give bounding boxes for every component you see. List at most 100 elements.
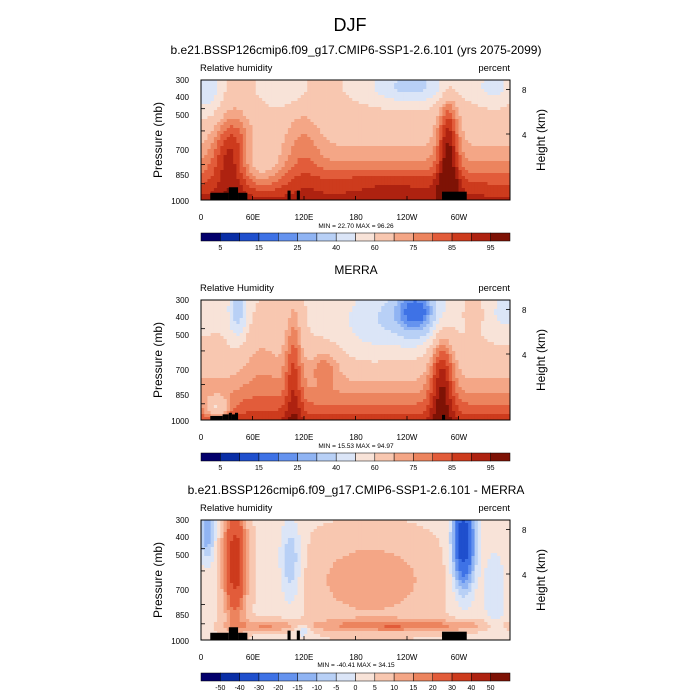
contour-cell	[358, 131, 363, 135]
contour-cell	[204, 137, 208, 141]
contour-cell	[310, 107, 315, 111]
contour-cell	[497, 191, 501, 195]
contour-cell	[300, 155, 305, 159]
contour-cell	[252, 318, 257, 322]
contour-cell	[226, 164, 231, 168]
contour-cell	[323, 303, 327, 307]
contour-cell	[262, 176, 266, 180]
contour-cell	[426, 140, 430, 144]
contour-cell	[384, 98, 389, 102]
contour-cell	[381, 158, 385, 162]
contour-cell	[435, 134, 440, 138]
contour-cell	[349, 119, 353, 123]
contour-cell	[304, 309, 308, 313]
contour-cell	[233, 185, 237, 189]
contour-cell	[497, 158, 501, 162]
contour-cell	[381, 315, 385, 319]
contour-cell	[275, 300, 279, 304]
contour-cell	[361, 128, 366, 132]
contour-cell	[474, 104, 479, 108]
contour-cell	[378, 98, 382, 102]
contour-cell	[500, 137, 504, 141]
contour-cell	[229, 128, 234, 132]
contour-cell	[490, 131, 495, 135]
contour-cell	[220, 300, 224, 304]
contour-cell	[213, 318, 218, 322]
contour-cell	[300, 176, 305, 180]
contour-cell	[262, 197, 266, 201]
contour-cell	[397, 110, 401, 114]
contour-cell	[403, 140, 408, 144]
contour-cell	[258, 300, 263, 304]
contour-cell	[442, 134, 447, 138]
contour-cell	[468, 306, 472, 310]
contour-cell	[249, 155, 253, 159]
contour-cell	[365, 176, 369, 180]
contour-cell	[246, 119, 250, 123]
contour-cell	[484, 116, 488, 120]
contour-cell	[481, 86, 485, 90]
contour-cell	[445, 128, 450, 132]
contour-cell	[268, 104, 273, 108]
contour-cell	[407, 188, 411, 192]
contour-cell	[355, 164, 360, 168]
contour-cell	[423, 137, 427, 141]
contour-cell	[464, 95, 469, 99]
colorbar-swatch	[239, 232, 260, 242]
contour-cell	[329, 101, 334, 105]
contour-cell	[410, 122, 414, 126]
colorbar-swatch	[297, 232, 318, 242]
contour-cell	[313, 125, 318, 129]
contour-cell	[291, 137, 295, 141]
contour-cell	[252, 306, 257, 310]
contour-cell	[374, 324, 379, 328]
contour-cell	[352, 95, 356, 99]
contour-cell	[358, 98, 363, 102]
contour-cell	[323, 321, 327, 325]
contour-cell	[326, 98, 331, 102]
tick-label: 120W	[397, 653, 418, 662]
contour-cell	[310, 321, 315, 325]
contour-cell	[304, 104, 308, 108]
contour-cell	[487, 113, 492, 117]
contour-cell	[329, 122, 334, 126]
contour-cell	[313, 164, 318, 168]
contour-cell	[484, 113, 488, 117]
contour-cell	[246, 158, 250, 162]
contour-cell	[223, 161, 228, 165]
contour-cell	[281, 197, 286, 201]
terrain-mask	[287, 190, 291, 200]
contour-cell	[213, 155, 218, 159]
contour-cell	[336, 176, 340, 180]
contour-cell	[332, 185, 337, 189]
contour-cell	[365, 92, 369, 96]
contour-cell	[252, 185, 257, 189]
contour-cell	[487, 185, 492, 189]
contour-cell	[452, 324, 456, 328]
contour-cell	[429, 306, 434, 310]
contour-cell	[271, 140, 276, 144]
contour-cell	[326, 140, 331, 144]
contour-cell	[217, 164, 221, 168]
contour-cell	[326, 137, 331, 141]
contour-cell	[481, 134, 485, 138]
contour-cell	[423, 170, 427, 174]
contour-cell	[458, 155, 463, 159]
contour-cell	[204, 182, 208, 186]
contour-cell	[442, 131, 447, 135]
contour-cell	[345, 173, 350, 177]
contour-cell	[361, 300, 366, 304]
contour-cell	[500, 89, 504, 93]
contour-cell	[381, 98, 385, 102]
contour-cell	[368, 161, 372, 165]
contour-cell	[481, 104, 485, 108]
contour-cell	[419, 83, 424, 87]
contour-cell	[265, 188, 269, 192]
colorbar-swatch	[490, 232, 511, 242]
contour-cell	[255, 122, 260, 126]
contour-cell	[368, 143, 372, 147]
contour-cell	[255, 300, 260, 304]
contour-cell	[497, 306, 501, 310]
contour-cell	[323, 185, 327, 189]
contour-cell	[503, 309, 508, 313]
